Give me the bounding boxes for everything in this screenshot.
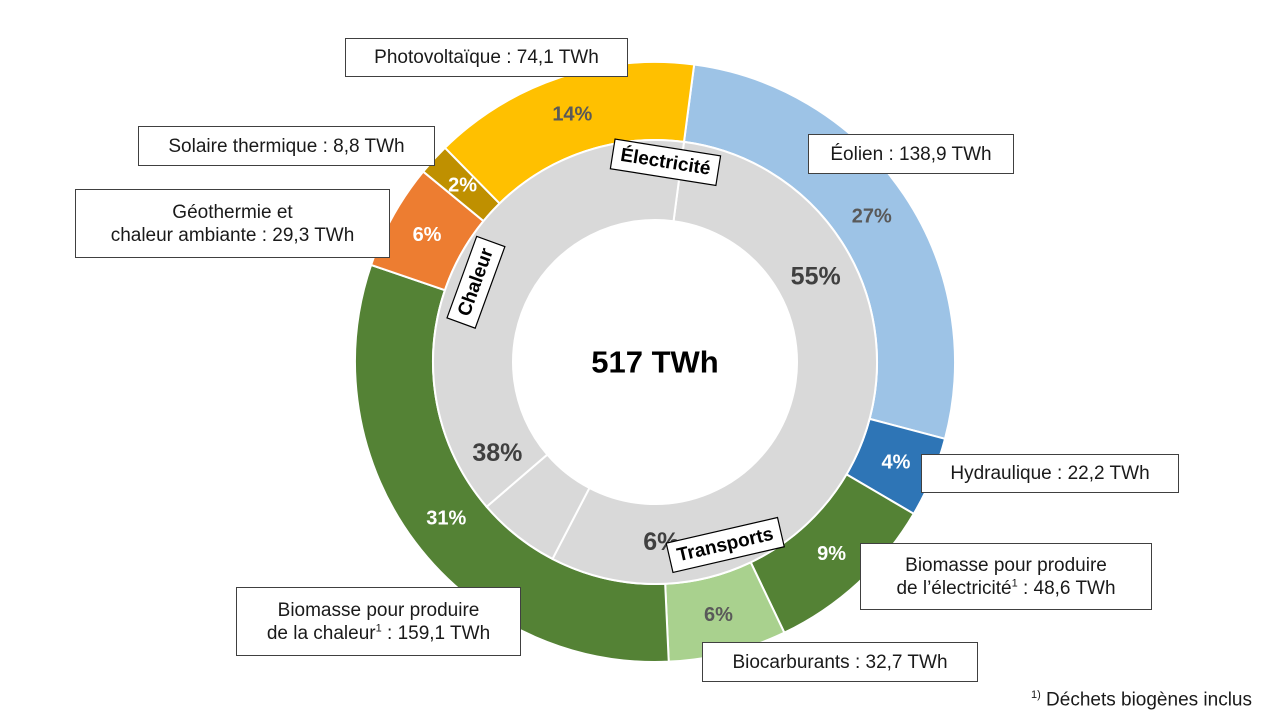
callout-hydro: Hydraulique : 22,2 TWh: [921, 454, 1179, 493]
callout-pv: Photovoltaïque : 74,1 TWh: [345, 38, 628, 77]
outer-percent-biomass_electricity: 9%: [817, 543, 846, 565]
outer-percent-hydro: 4%: [881, 451, 910, 473]
callout-wind: Éolien : 138,9 TWh: [808, 134, 1014, 174]
outer-percent-wind: 27%: [852, 206, 892, 228]
inner-slice-heat: [432, 139, 686, 509]
outer-percent-pv: 14%: [552, 103, 592, 125]
inner-percent-electricity: 55%: [791, 263, 841, 291]
chart-labels: 27%4%9%6%31%6%2%14%55%Électricité6%Trans…: [413, 103, 911, 626]
inner-slice-electricity: [551, 140, 879, 585]
callout-biomass-heat: Biomasse pour produire de la chaleur1 : …: [236, 587, 521, 656]
outer-percent-biomass_heat: 31%: [426, 508, 466, 530]
outer-percent-solar_thermal: 2%: [448, 175, 477, 197]
callout-biofuels: Biocarburants : 32,7 TWh: [702, 642, 978, 682]
callout-biomass-electricity: Biomasse pour produire de l’électricité1…: [860, 543, 1152, 610]
total-label: 517 TWh: [591, 345, 718, 380]
callout-geothermal: Géothermie et chaleur ambiante : 29,3 TW…: [75, 189, 390, 258]
outer-percent-geothermal: 6%: [413, 224, 442, 246]
footnote: 1) Déchets biogènes inclus: [1030, 689, 1252, 711]
inner-ring: [432, 139, 879, 585]
callout-solar-thermal: Solaire thermique : 8,8 TWh: [138, 126, 435, 166]
outer-percent-biofuels: 6%: [704, 604, 733, 626]
inner-percent-heat: 38%: [472, 439, 522, 467]
